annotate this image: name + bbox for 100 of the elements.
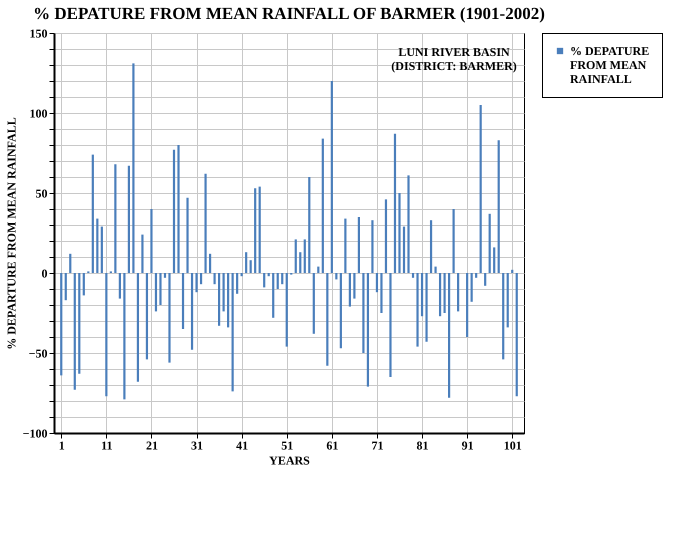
bar bbox=[105, 273, 108, 396]
bar bbox=[443, 273, 446, 313]
bar bbox=[402, 226, 406, 273]
x-tick-label: 11 bbox=[101, 438, 113, 452]
bar bbox=[470, 273, 473, 302]
bar bbox=[154, 273, 158, 312]
bar bbox=[330, 81, 333, 273]
bar bbox=[272, 273, 274, 318]
x-tick-label: 1 bbox=[58, 438, 65, 452]
legend-label: % DEPATURE FROM MEAN RAINFALL bbox=[570, 44, 650, 86]
bar bbox=[484, 273, 486, 286]
bar bbox=[394, 134, 396, 273]
bar bbox=[312, 273, 315, 334]
bar bbox=[281, 273, 284, 284]
bar bbox=[286, 273, 288, 347]
bar bbox=[150, 209, 153, 273]
bar bbox=[448, 273, 450, 398]
bar bbox=[299, 252, 302, 273]
bar bbox=[362, 273, 365, 353]
bar bbox=[208, 254, 212, 273]
annotation: LUNI RIVER BASIN (DISTRICT: BARMER) bbox=[391, 45, 517, 73]
bar bbox=[100, 226, 103, 273]
bar bbox=[222, 273, 225, 312]
bar bbox=[82, 273, 85, 296]
bar bbox=[475, 273, 478, 278]
bar bbox=[358, 217, 360, 273]
bar bbox=[493, 247, 496, 273]
bar bbox=[502, 273, 504, 360]
bar bbox=[254, 188, 256, 273]
bar bbox=[294, 239, 297, 273]
y-axis-title: % DEPARTURE FROM MEAN RAINFALL bbox=[4, 117, 19, 350]
bar bbox=[412, 273, 414, 278]
bar bbox=[96, 218, 98, 273]
bar bbox=[353, 273, 356, 299]
bar bbox=[506, 273, 509, 328]
bar bbox=[172, 150, 176, 273]
bar bbox=[114, 164, 116, 273]
bar bbox=[164, 273, 166, 278]
bar bbox=[204, 174, 207, 273]
bar bbox=[308, 177, 310, 273]
y-tick-label: 50 bbox=[36, 186, 48, 200]
bar bbox=[480, 105, 482, 273]
bar bbox=[416, 273, 419, 347]
bar bbox=[348, 273, 351, 307]
bar bbox=[407, 175, 410, 273]
bar bbox=[190, 273, 194, 350]
bar bbox=[498, 140, 500, 273]
x-axis-title: YEARS bbox=[269, 454, 310, 468]
bar bbox=[168, 273, 171, 363]
bar bbox=[516, 273, 518, 396]
bar bbox=[177, 145, 180, 273]
bar bbox=[186, 198, 189, 273]
bar bbox=[60, 273, 62, 376]
bar bbox=[434, 266, 437, 273]
x-tick-label: 91 bbox=[462, 438, 474, 452]
bar bbox=[488, 214, 491, 273]
bar bbox=[344, 218, 346, 273]
bar bbox=[128, 166, 130, 273]
bar bbox=[250, 260, 252, 273]
bar bbox=[218, 273, 220, 326]
bar bbox=[69, 254, 72, 273]
bar bbox=[425, 273, 428, 342]
bar bbox=[326, 273, 328, 366]
bar bbox=[263, 273, 266, 288]
bar bbox=[64, 273, 67, 300]
y-tick-label: −50 bbox=[28, 346, 48, 360]
bar bbox=[389, 273, 392, 377]
bar bbox=[398, 193, 401, 273]
bar bbox=[159, 273, 162, 305]
bar bbox=[92, 154, 94, 273]
bar bbox=[304, 239, 306, 273]
bar bbox=[132, 63, 135, 273]
bar bbox=[182, 273, 184, 329]
y-tick-label: 0 bbox=[42, 266, 48, 280]
bar bbox=[227, 273, 230, 328]
bar bbox=[420, 273, 424, 316]
bar bbox=[146, 273, 148, 360]
bar bbox=[457, 273, 460, 312]
bar bbox=[245, 252, 248, 273]
y-tick-label: −100 bbox=[22, 426, 48, 440]
bar bbox=[195, 273, 198, 292]
bar bbox=[123, 273, 126, 400]
bar bbox=[141, 234, 144, 273]
bar bbox=[466, 273, 468, 337]
x-tick-label: 41 bbox=[236, 438, 248, 452]
bar bbox=[74, 273, 76, 390]
bar bbox=[322, 138, 324, 273]
bar bbox=[376, 273, 378, 292]
bar bbox=[276, 273, 279, 289]
y-tick-label: 150 bbox=[30, 26, 48, 40]
y-tick-label: 100 bbox=[30, 106, 48, 120]
x-tick-label: 51 bbox=[281, 438, 294, 452]
x-tick-label: 71 bbox=[371, 438, 384, 452]
bar bbox=[236, 273, 238, 294]
bar bbox=[366, 273, 370, 387]
bar bbox=[258, 186, 261, 273]
bar bbox=[317, 266, 320, 273]
x-tick-label: 101 bbox=[504, 438, 522, 452]
x-tick-label: 21 bbox=[146, 438, 158, 452]
bar bbox=[340, 273, 342, 348]
